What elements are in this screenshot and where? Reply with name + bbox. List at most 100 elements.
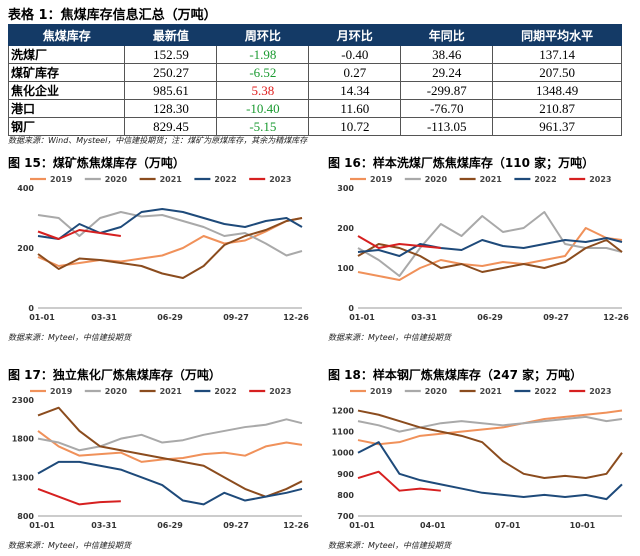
avg-value: 1348.49 — [492, 81, 622, 100]
yoy-value: -299.87 — [400, 81, 494, 100]
wow-value: -5.15 — [216, 117, 310, 136]
series-line-2020 — [357, 211, 623, 277]
chart-title: 图 18：样本钢厂炼焦煤库存（247 家；万吨） — [328, 368, 583, 382]
latest-value: 250.27 — [124, 63, 218, 82]
header-cell: 焦煤库存 — [7, 24, 126, 46]
legend-label: 2021 — [480, 387, 503, 396]
series-line-2023 — [357, 470, 441, 492]
y-tick-label: 800 — [337, 491, 354, 500]
legend-label: 2023 — [269, 175, 291, 184]
header-cell: 月环比 — [308, 24, 402, 46]
series-line-2021 — [37, 406, 303, 498]
row-name: 洗煤厂 — [7, 45, 126, 64]
header-cell: 最新值 — [124, 24, 218, 46]
legend-label: 2022 — [534, 387, 556, 396]
row-name: 钢厂 — [7, 117, 126, 136]
series-line-2021 — [37, 217, 303, 279]
table-title: 表格 1：焦煤库存信息汇总（万吨） — [8, 8, 217, 23]
chart-title: 图 15：煤矿炼焦煤库存（万吨） — [8, 156, 185, 170]
mom-value: 10.72 — [308, 117, 402, 136]
series-line-2019 — [357, 227, 623, 281]
chart-source: 数据来源：Myteel，中信建投期货 — [328, 541, 451, 550]
series-line-2019 — [357, 409, 623, 446]
chart-coking-plant-stock: 2019 2020 2021 2022 2023 800 1300 1800 2300 01-01… — [12, 387, 309, 530]
legend-label: 2023 — [589, 387, 611, 396]
y-tick-label: 1100 — [332, 428, 355, 437]
x-tick-label: 12-26 — [603, 313, 629, 322]
stock-summary-table: 焦煤库存 最新值 周环比 月环比 年同比 同期平均水平 洗煤厂 152.59 -… — [7, 24, 622, 136]
x-tick-label: 03-31 — [91, 521, 117, 530]
wow-value: -6.52 — [216, 63, 310, 82]
mom-value: 14.34 — [308, 81, 402, 100]
yoy-value: -76.70 — [400, 99, 494, 118]
avg-value: 207.50 — [492, 63, 622, 82]
x-tick-label: 01-01 — [29, 313, 55, 322]
table-row: 钢厂 829.45 -5.15 10.72 -113.05 961.37 — [7, 117, 622, 136]
avg-value: 961.37 — [492, 117, 622, 136]
x-tick-label: 01-01 — [349, 313, 375, 322]
legend-label: 2020 — [105, 387, 128, 396]
legend-label: 2022 — [534, 175, 556, 184]
x-tick-label: 09-27 — [543, 313, 569, 322]
y-tick-label: 1000 — [332, 449, 355, 458]
row-name: 煤矿库存 — [7, 63, 126, 82]
x-tick-label: 01-01 — [349, 521, 375, 530]
header-cell: 周环比 — [216, 24, 310, 46]
header-cell: 同期平均水平 — [492, 24, 622, 46]
avg-value: 137.14 — [492, 45, 622, 64]
x-tick-label: 06-29 — [157, 521, 183, 530]
legend-label: 2019 — [50, 175, 73, 184]
y-tick-label: 0 — [28, 304, 34, 313]
legend-label: 2021 — [480, 175, 503, 184]
x-tick-label: 04-01 — [420, 521, 446, 530]
series-line-2019 — [37, 430, 303, 463]
x-tick-label: 06-29 — [477, 313, 503, 322]
mom-value: 0.27 — [308, 63, 402, 82]
legend-label: 2023 — [269, 387, 291, 396]
chart-source: 数据来源：Myteel，中信建投期货 — [8, 333, 131, 342]
chart-title: 图 16：样本洗煤厂炼焦煤库存（110 家；万吨） — [328, 156, 595, 170]
latest-value: 128.30 — [124, 99, 218, 118]
avg-value: 210.87 — [492, 99, 622, 118]
y-tick-label: 200 — [17, 244, 34, 253]
legend-label: 2020 — [425, 175, 448, 184]
chart-title: 图 17：独立焦化厂炼焦煤库存（万吨） — [8, 368, 221, 382]
wow-value: -1.98 — [216, 45, 310, 64]
mom-value: 11.60 — [308, 99, 402, 118]
series-line-2020 — [37, 211, 303, 257]
y-tick-label: 800 — [17, 512, 34, 521]
latest-value: 152.59 — [124, 45, 218, 64]
y-tick-label: 1200 — [332, 407, 355, 416]
legend-label: 2019 — [370, 387, 393, 396]
y-tick-label: 100 — [337, 264, 354, 273]
table-row: 焦化企业 985.61 5.38 14.34 -299.87 1348.49 — [7, 81, 622, 100]
x-tick-label: 09-27 — [223, 313, 249, 322]
chart-washery-stock: 2019 2020 2021 2022 2023 0 100 200 300 01-01 03-31… — [337, 175, 629, 322]
legend-label: 2022 — [214, 175, 236, 184]
chart-coal-mine-stock: 2019 2020 2021 2022 2023 0 200 400 01-01 03-31 06-… — [17, 175, 309, 322]
header-cell: 年同比 — [400, 24, 494, 46]
y-tick-label: 2300 — [12, 396, 35, 405]
yoy-value: -113.05 — [400, 117, 494, 136]
series-line-2021 — [357, 239, 623, 273]
x-tick-label: 10-01 — [570, 521, 596, 530]
y-tick-label: 1300 — [12, 473, 35, 482]
legend-label: 2021 — [160, 387, 183, 396]
series-line-2022 — [357, 441, 623, 501]
series-line-2022 — [37, 208, 303, 240]
x-tick-label: 01-01 — [29, 521, 55, 530]
chart-steel-mill-stock: 2019 2020 2021 2022 2023 700 800 900 1000 1100 120… — [332, 387, 623, 530]
wow-value: 5.38 — [216, 81, 310, 100]
wow-value: -10.40 — [216, 99, 310, 118]
series-line-2022 — [357, 237, 623, 257]
series-line-2023 — [357, 235, 441, 249]
legend-label: 2021 — [160, 175, 183, 184]
x-tick-label: 06-29 — [157, 313, 183, 322]
legend-label: 2020 — [425, 387, 448, 396]
series-line-2020 — [37, 418, 303, 452]
table-row: 港口 128.30 -10.40 11.60 -76.70 210.87 — [7, 99, 622, 118]
x-tick-label: 03-31 — [411, 313, 437, 322]
y-tick-label: 1800 — [12, 435, 35, 444]
y-tick-label: 300 — [337, 184, 354, 193]
legend-label: 2019 — [370, 175, 393, 184]
